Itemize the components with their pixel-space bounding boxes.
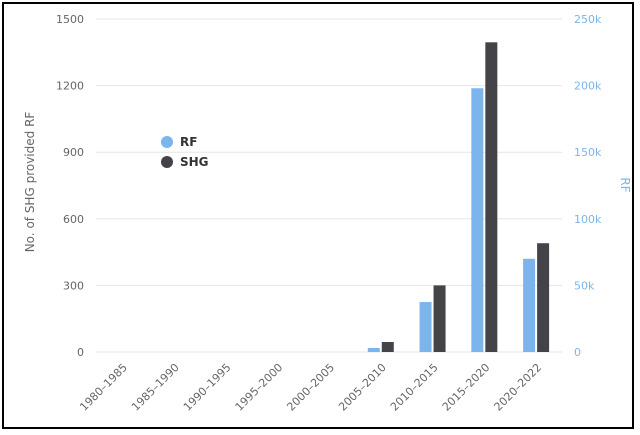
legend-item-rf[interactable]: RF xyxy=(161,135,197,149)
right-tick-label: 150k xyxy=(574,146,602,159)
right-tick-label: 50k xyxy=(574,279,595,292)
right-axis-title: RF xyxy=(618,177,632,192)
x-tick-label: 1985–1990 xyxy=(129,361,182,414)
x-tick-label: 2005–2010 xyxy=(336,361,389,414)
gridlines xyxy=(96,18,562,353)
bar-shg[interactable] xyxy=(485,42,498,353)
bars xyxy=(367,42,550,353)
bar-rf[interactable] xyxy=(419,302,432,352)
x-tick-label: 1980–1985 xyxy=(77,361,130,414)
x-axis-ticks: 1980–1985 1985–1990 1990–1995 1995–2000 2000… xyxy=(77,361,544,414)
right-axis-ticks: 0 50k 100k 150k 200k 250k xyxy=(574,13,602,359)
legend-marker-rf xyxy=(161,136,173,148)
legend-marker-shg xyxy=(161,156,173,168)
x-tick-label: 2000–2005 xyxy=(284,361,337,414)
left-tick-label: 300 xyxy=(63,279,84,292)
bar-shg[interactable] xyxy=(433,285,446,352)
x-tick-label: 2010–2015 xyxy=(388,361,441,414)
bar-shg[interactable] xyxy=(381,342,394,352)
legend-label-shg: SHG xyxy=(180,155,209,169)
left-axis-title: No. of SHG provided RF xyxy=(23,112,37,253)
chart-frame: 0 300 600 900 1200 1500 0 50k 100k 150k 200k 250k … xyxy=(2,2,634,429)
left-tick-label: 900 xyxy=(63,146,84,159)
right-tick-label: 100k xyxy=(574,213,602,226)
left-tick-label: 1500 xyxy=(56,13,84,26)
left-tick-label: 600 xyxy=(63,213,84,226)
left-axis-ticks: 0 300 600 900 1200 1500 xyxy=(56,13,84,359)
x-tick-label: 1990–1995 xyxy=(181,361,234,414)
right-tick-label: 0 xyxy=(574,346,581,359)
bar-rf[interactable] xyxy=(471,88,484,352)
bar-rf[interactable] xyxy=(523,258,536,352)
left-tick-label: 1200 xyxy=(56,80,84,93)
legend-item-shg[interactable]: SHG xyxy=(161,155,209,169)
bar-shg[interactable] xyxy=(537,243,550,352)
legend-label-rf: RF xyxy=(180,135,197,149)
x-tick-label: 1995–2000 xyxy=(233,361,286,414)
x-tick-label: 2020–2022 xyxy=(492,361,545,414)
right-tick-label: 250k xyxy=(574,13,602,26)
bar-rf[interactable] xyxy=(367,348,380,352)
legend: RF SHG xyxy=(161,135,209,169)
left-tick-label: 0 xyxy=(77,346,84,359)
x-tick-label: 2015–2020 xyxy=(440,361,493,414)
right-tick-label: 200k xyxy=(574,80,602,93)
